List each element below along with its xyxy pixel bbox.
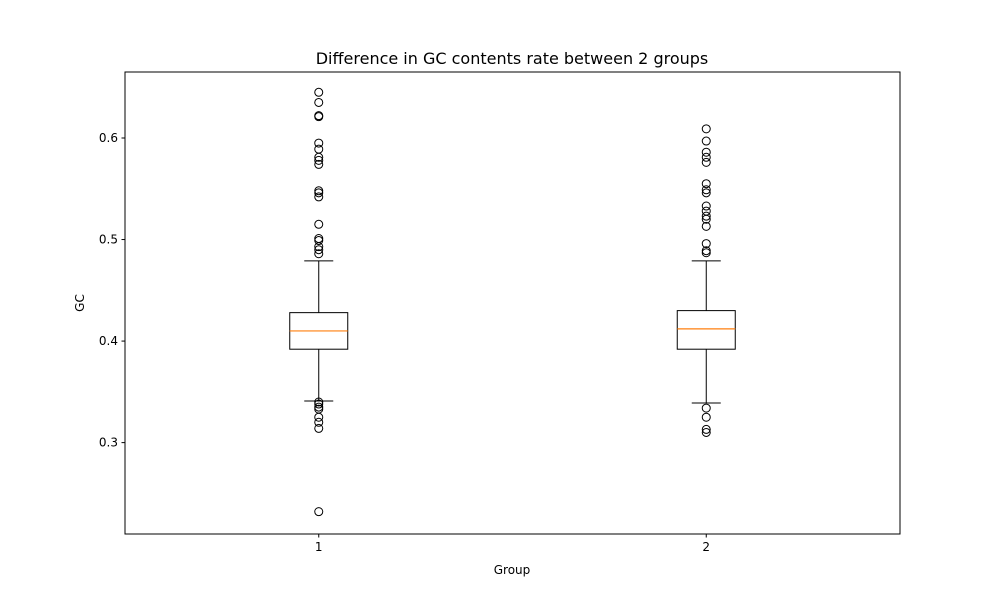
outlier-point (314, 236, 324, 246)
outlier-point (701, 152, 711, 162)
outlier-point (314, 219, 324, 229)
outlier-point (314, 87, 324, 97)
y-axis-label: GC (73, 294, 87, 312)
y-axis: 0.3 0.4 0.5 0.6 (99, 131, 125, 450)
y-tick-label: 0.3 (99, 436, 118, 450)
outlier-point (314, 242, 324, 252)
y-tick-label: 0.5 (99, 233, 118, 247)
outlier-point (314, 245, 324, 255)
x-tick-label: 2 (702, 540, 710, 554)
outlier-point (314, 97, 324, 107)
outlier-point (701, 412, 711, 422)
outlier-point (701, 427, 711, 437)
outlier-point (314, 138, 324, 148)
outlier-point (314, 412, 324, 422)
outlier-point (314, 234, 324, 244)
outlier-point (701, 211, 711, 221)
x-axis-label: Group (494, 563, 531, 577)
outlier-point (314, 152, 324, 162)
outlier-point (314, 188, 324, 198)
outlier-point (314, 112, 324, 122)
outlier-point (314, 159, 324, 169)
outlier-point (701, 124, 711, 134)
outlier-point (701, 221, 711, 231)
outlier-point (701, 214, 711, 224)
outlier-point (701, 179, 711, 189)
y-tick-label: 0.4 (99, 334, 118, 348)
outlier-point (701, 188, 711, 198)
outlier-point (314, 417, 324, 427)
x-tick-label: 1 (315, 540, 323, 554)
box-group-2 (676, 124, 736, 437)
outlier-point (701, 136, 711, 146)
outlier-point (314, 507, 324, 517)
outlier-point (314, 423, 324, 433)
outlier-point (701, 403, 711, 413)
box-group-1 (289, 87, 349, 517)
outlier-point (701, 147, 711, 157)
outlier-point (314, 144, 324, 154)
plot-area (289, 87, 736, 517)
outlier-point (701, 248, 711, 258)
plot-frame (124, 71, 901, 535)
outlier-point (314, 192, 324, 202)
outlier-point (314, 249, 324, 259)
y-tick-label: 0.6 (99, 131, 118, 145)
outlier-point (701, 157, 711, 167)
outlier-point (701, 239, 711, 249)
outlier-point (314, 155, 324, 165)
outlier-point (314, 399, 324, 409)
outlier-point (701, 201, 711, 211)
outlier-point (701, 424, 711, 434)
chart-title: Difference in GC contents rate between 2… (316, 49, 709, 68)
iqr-box (676, 310, 736, 350)
outlier-point (701, 185, 711, 195)
